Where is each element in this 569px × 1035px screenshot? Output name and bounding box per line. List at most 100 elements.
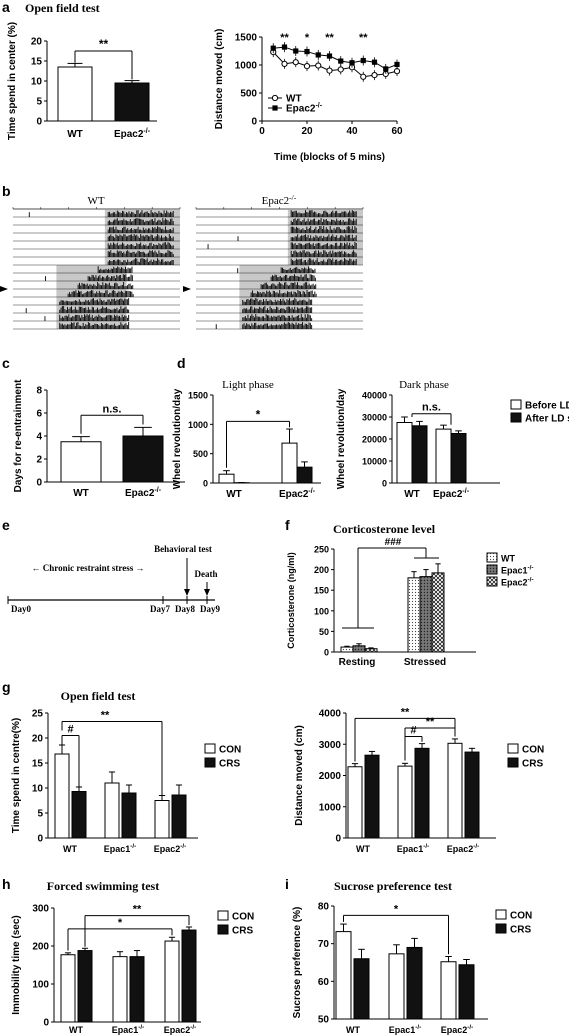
y-tick-label: 100: [314, 606, 329, 616]
y-tick-label: 1000: [235, 61, 258, 72]
category-label: Epac1-/-: [389, 1024, 421, 1035]
bar: [353, 958, 370, 1020]
data-point: [292, 59, 299, 66]
y-tick-label: 500: [240, 89, 257, 100]
superscript: -/-: [528, 565, 534, 572]
category-label: Epac2-/-: [125, 487, 162, 499]
panel-title: Sucrose preference test: [334, 879, 452, 893]
panel-letter: f: [285, 517, 290, 533]
series-line: [273, 46, 398, 70]
significance-label: **: [99, 37, 109, 51]
significance-label: n.s.: [422, 402, 441, 414]
y-tick-label: 4000: [319, 709, 342, 720]
y-tick-label: 6: [36, 409, 42, 420]
y-tick-label: 100: [32, 980, 49, 991]
legend-label: CRS: [232, 926, 253, 937]
bar: [407, 577, 421, 653]
y-tick-label: 0: [36, 478, 42, 489]
x-tick-label: 20: [301, 126, 313, 137]
legend-swatch: [217, 910, 229, 921]
subpanel-title: Dark phase: [399, 379, 449, 391]
data-point: [303, 63, 311, 70]
legend-label: CON: [522, 745, 544, 756]
legend-label: Epac2-/-: [501, 577, 533, 588]
bar: [352, 645, 366, 653]
significance-label: #: [410, 724, 416, 736]
significance-label: **: [325, 32, 334, 44]
panel-title: Open field test: [25, 1, 100, 15]
y-tick-label: 0: [382, 479, 387, 489]
significance-label: #: [67, 724, 73, 736]
significance-label: ###: [385, 537, 402, 548]
bar: [397, 765, 413, 839]
category-label: Epac1-/-: [397, 843, 429, 854]
legend-label: Epac2-/-: [286, 103, 323, 115]
bar: [347, 766, 363, 839]
y-tick-label: 0: [335, 834, 341, 845]
shift-arrow-icon: [183, 286, 191, 292]
superscript: -/-: [138, 1024, 144, 1031]
y-tick-label: 10: [31, 77, 43, 88]
panel-letter: c: [2, 355, 10, 371]
bar: [414, 747, 430, 839]
significance-label: *: [305, 32, 310, 44]
superscript: -/-: [180, 843, 186, 850]
bar: [154, 800, 170, 839]
significance-label: **: [359, 32, 368, 44]
data-point: [281, 60, 288, 67]
bar: [122, 435, 164, 483]
y-tick-label: 10000: [362, 457, 387, 467]
bar: [181, 929, 197, 1023]
category-label: Resting: [339, 657, 376, 668]
legend-swatch: [204, 743, 216, 754]
y-tick-label: 300: [32, 904, 49, 915]
data-point: [315, 62, 322, 69]
legend-swatch: [495, 923, 507, 934]
y-tick-label: 50: [319, 627, 329, 637]
bar: [450, 433, 467, 484]
bar: [396, 422, 413, 484]
bar: [171, 794, 187, 839]
y-tick-label: 5: [36, 97, 42, 108]
data-point: [371, 59, 378, 65]
arrow-down-icon: [184, 589, 190, 596]
bar: [340, 646, 354, 653]
x-tick-label: 60: [391, 126, 403, 137]
category-label: Epac2-/-: [114, 128, 151, 140]
y-axis-label: Days for re-entrainment: [13, 379, 24, 492]
legend-swatch: [507, 757, 519, 768]
actogram-title: WT: [87, 195, 104, 207]
data-point: [338, 58, 344, 64]
bar: [435, 428, 452, 484]
data-point: [304, 48, 310, 55]
timeline-day-label: Day7: [150, 604, 170, 614]
bar: [114, 82, 150, 122]
superscript: -/-: [528, 577, 534, 584]
significance-label: *: [118, 917, 123, 929]
bar: [71, 791, 87, 839]
y-tick-label: 20: [31, 37, 43, 48]
superscript: -/-: [143, 128, 150, 135]
data-point: [360, 73, 367, 80]
y-tick-label: 1500: [235, 33, 258, 44]
y-tick-label: 250: [314, 545, 329, 555]
superscript: -/-: [462, 488, 469, 495]
category-label: Epac2-/-: [441, 1024, 473, 1035]
category-label: WT: [63, 844, 77, 854]
superscript: -/-: [130, 843, 136, 850]
significance-label: *: [256, 407, 261, 421]
y-tick-label: 10: [32, 784, 44, 795]
y-tick-label: 3000: [319, 740, 342, 751]
significance-label: **: [426, 716, 435, 728]
y-tick-label: 5: [37, 809, 43, 820]
bar: [440, 961, 457, 1020]
superscript: -/-: [315, 103, 322, 110]
category-label: WT: [346, 1025, 360, 1035]
bar: [129, 956, 145, 1023]
superscript: -/-: [473, 843, 479, 850]
y-tick-label: 15: [32, 759, 44, 770]
bar: [464, 751, 480, 839]
x-tick-label: 0: [259, 126, 265, 137]
y-tick-label: 60: [318, 977, 330, 988]
